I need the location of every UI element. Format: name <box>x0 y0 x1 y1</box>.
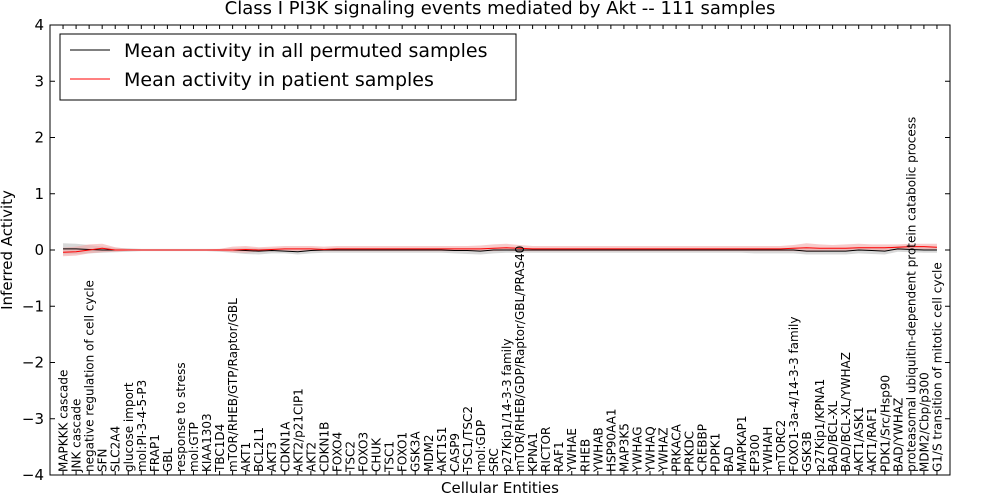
x-tick-label: BAD <box>722 446 736 472</box>
y-tick-label: 1 <box>34 185 44 203</box>
x-tick-label: YWHAB <box>591 427 605 473</box>
x-tick-label: SFN <box>96 448 110 472</box>
x-tick-label: RICTOR <box>539 427 553 472</box>
x-tick-label: GBL <box>161 447 175 472</box>
x-tick-label: TSC1 <box>383 441 397 473</box>
series-line-1 <box>63 246 937 253</box>
legend-box <box>59 33 517 101</box>
x-tick-label: TBC1D4 <box>213 424 227 473</box>
x-tick-label: MAP3K5 <box>617 423 631 472</box>
x-tick-label: FOXO1 <box>396 432 410 472</box>
x-tick-label: TSC2 <box>344 441 358 473</box>
x-tick-label: AKT2 <box>304 442 318 472</box>
x-tick-label: BAD/BCL-XL/YWHAZ <box>839 352 853 472</box>
x-tick-label: AKT3 <box>265 442 279 472</box>
x-tick-label: MAPKKK cascade <box>57 370 71 472</box>
y-tick-label: −3 <box>22 410 44 428</box>
x-tick-label: PRKDC <box>683 431 697 472</box>
x-tick-label: mol:GTP <box>187 422 201 472</box>
x-tick-label: FOXO4 <box>330 432 344 472</box>
x-tick-label: HSP90AA1 <box>604 408 618 472</box>
x-tick-label: RHEB <box>578 439 592 472</box>
x-tick-label: GSK3B <box>800 431 814 472</box>
x-tick-label: BCL2L1 <box>252 427 266 472</box>
x-axis: MAPKKK cascade JNK cascade negative regula… <box>57 25 944 475</box>
x-tick-label: CDKN1A <box>278 421 292 472</box>
x-tick-label: p27Kip1/KPNA1 <box>813 379 827 472</box>
y-tick-label: 3 <box>34 72 44 90</box>
x-tick-label: YWHAZ <box>657 427 671 473</box>
x-tick-label: CREBBP <box>696 424 710 472</box>
series-lines <box>63 246 937 253</box>
x-tick-label: AKT1/RAF1 <box>865 407 879 472</box>
x-tick-label: response to stress <box>174 362 188 472</box>
x-tick-label: CASP9 <box>448 433 462 472</box>
x-tick-label: mTOR/RHEB/GDP/Raptor/GBL/PRAS40 <box>513 246 527 472</box>
x-tick-label: FOXO1-3a-4/14-3-3 family <box>787 317 801 473</box>
legend-label-patient: Mean activity in patient samples <box>124 69 434 91</box>
x-tick-label: RAF1 <box>552 441 566 472</box>
y-tick-label: 2 <box>34 129 44 147</box>
x-tick-label: SLC2A4 <box>109 426 123 472</box>
x-tick-label: SRC <box>487 448 501 472</box>
y-tick-label: −1 <box>22 297 44 315</box>
x-tick-label: G1/S transition of mitotic cell cycle <box>930 262 944 472</box>
x-axis-label: Cellular Entities <box>441 479 559 497</box>
x-tick-label: CHUK <box>370 437 384 472</box>
x-tick-label: AKT1/ASK1 <box>852 407 866 472</box>
x-tick-label: mol:PI-3-4-5-P3 <box>135 380 149 472</box>
x-tick-label: MDM2/Cbp/p300 <box>917 372 931 472</box>
x-tick-label: mTOR/RHEB/GTP/Raptor/GBL <box>226 298 240 472</box>
y-axis: −4 −3 −2 −1 0 1 2 3 4 <box>22 16 950 484</box>
y-tick-label: 0 <box>34 241 44 259</box>
legend-label-permuted: Mean activity in all permuted samples <box>124 40 487 62</box>
x-tick-label: MAPKAP1 <box>735 415 749 472</box>
x-tick-label: KIAA1303 <box>200 413 214 472</box>
y-tick-label: −2 <box>22 354 44 372</box>
legend: Mean activity in all permuted samples Me… <box>59 33 517 101</box>
x-tick-label: AKT1 <box>239 442 253 472</box>
x-tick-label: mTORC2 <box>774 420 788 472</box>
x-tick-label: FOXO3 <box>357 432 371 472</box>
x-tick-label: YWHAG <box>630 426 644 473</box>
x-tick-label: negative regulation of cell cycle <box>83 280 97 472</box>
x-tick-label: AKT2/p21CIP1 <box>291 388 305 472</box>
x-tick-label: BAD/YWHAZ <box>891 398 905 472</box>
x-tick-label: FRAP1 <box>148 434 162 472</box>
x-tick-label: GSK3A <box>409 431 423 472</box>
x-tick-label: TSC1/TSC2 <box>461 406 475 473</box>
x-tick-label: KPNA1 <box>526 432 540 472</box>
x-tick-label: AKT1S1 <box>435 427 449 472</box>
x-tick-label: EP300 <box>748 434 762 472</box>
x-tick-label: PDK1/Src/Hsp90 <box>878 375 892 472</box>
x-tick-label: BAD/BCL-XL <box>826 400 840 472</box>
y-axis-label: Inferred Activity <box>0 190 16 310</box>
x-tick-label: YWHAH <box>761 427 775 473</box>
x-tick-label: YWHAQ <box>644 426 658 473</box>
y-tick-label: −4 <box>22 466 44 484</box>
x-tick-label: glucose import <box>122 382 136 472</box>
x-tick-label: mol:GDP <box>474 420 488 472</box>
x-tick-label: MDM2 <box>422 434 436 472</box>
x-tick-label: p27Kip1/14-3-3 family <box>500 339 514 472</box>
chart-title: Class I PI3K signaling events mediated b… <box>225 0 776 19</box>
x-tick-label: PRKACA <box>670 423 684 472</box>
x-tick-label: JNK cascade <box>70 399 84 473</box>
x-tick-label: PDPK1 <box>709 433 723 472</box>
y-tick-label: 4 <box>34 16 44 34</box>
x-tick-label: YWHAE <box>565 428 579 473</box>
x-tick-label: proteasomal ubiquitin-dependent protein … <box>904 117 918 472</box>
x-tick-label: CDKN1B <box>317 422 331 472</box>
